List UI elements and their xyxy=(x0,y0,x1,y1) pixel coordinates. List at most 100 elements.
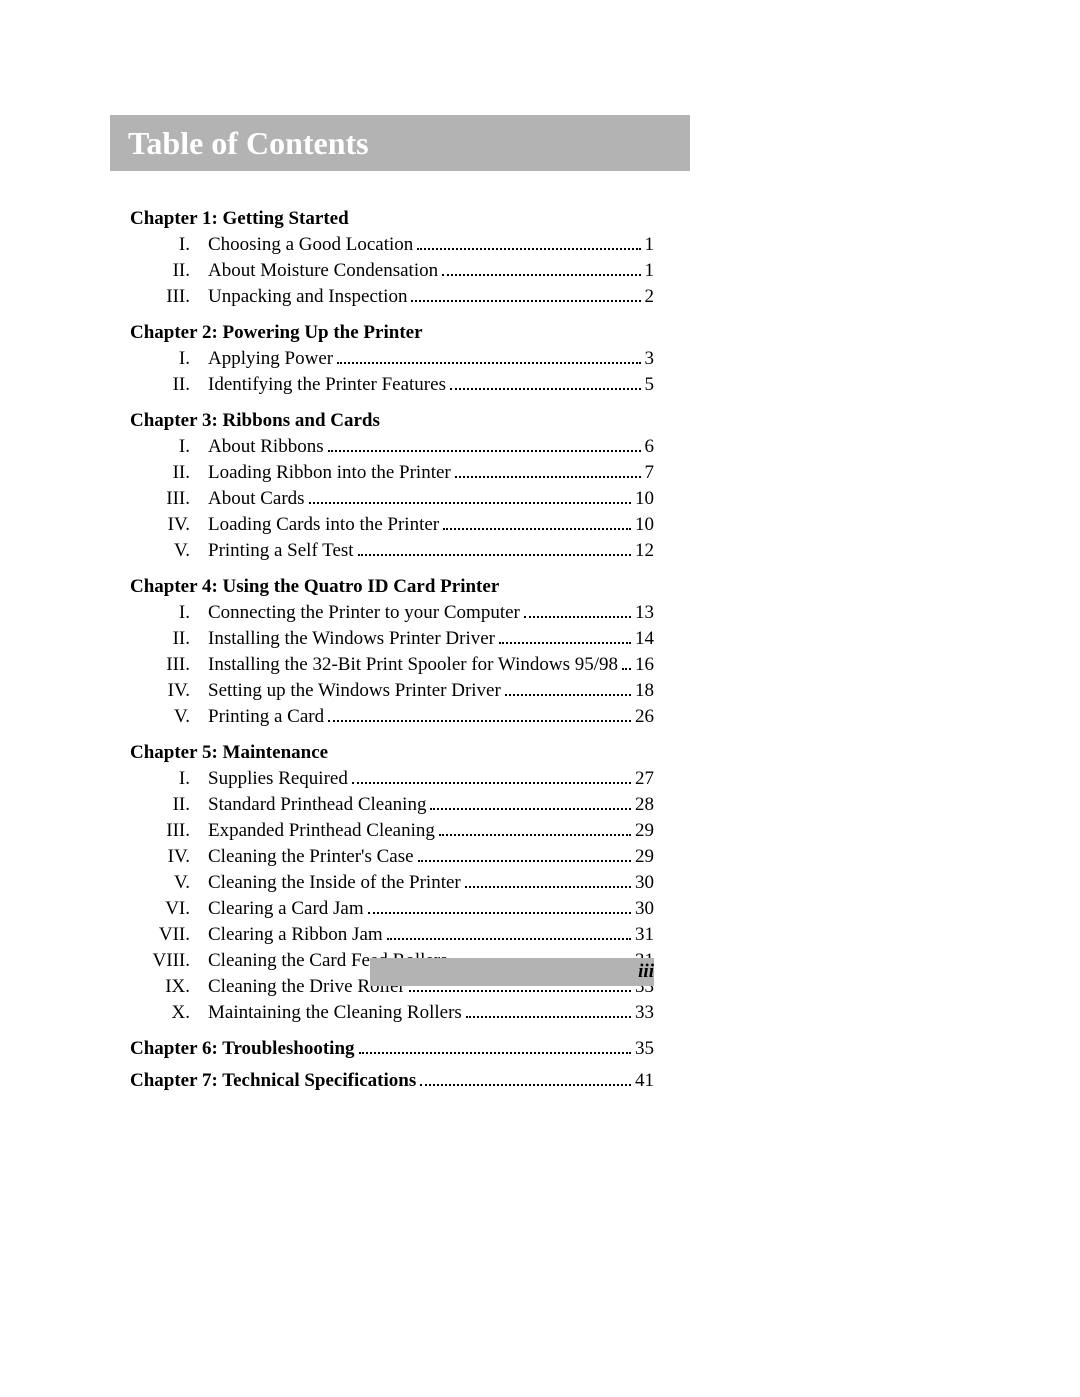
page-number: iii xyxy=(600,958,654,986)
toc-entry: III.Installing the 32-Bit Print Spooler … xyxy=(130,652,654,678)
toc-entry: I.About Ribbons6 xyxy=(130,434,654,460)
entry-page: 1 xyxy=(645,258,655,284)
leader-dots xyxy=(420,1083,631,1086)
entry-numeral: IV. xyxy=(140,844,208,870)
entry-numeral: V. xyxy=(140,704,208,730)
entry-numeral: IV. xyxy=(140,512,208,538)
leader-dots xyxy=(417,247,640,250)
entry-title: Choosing a Good Location xyxy=(208,232,413,258)
toc-entry: I.Choosing a Good Location1 xyxy=(130,232,654,258)
leader-dots xyxy=(430,807,631,810)
entry-page: 26 xyxy=(635,704,654,730)
chapter-block: Chapter 2: Powering Up the PrinterI.Appl… xyxy=(130,320,654,398)
entry-page: 14 xyxy=(635,626,654,652)
entry-title: Expanded Printhead Cleaning xyxy=(208,818,435,844)
chapter-line: Chapter 6: Troubleshooting35 xyxy=(130,1036,654,1062)
leader-dots xyxy=(411,299,640,302)
entry-numeral: X. xyxy=(140,1000,208,1026)
entry-numeral: VIII. xyxy=(140,948,208,974)
entry-page: 27 xyxy=(635,766,654,792)
chapter-heading: Chapter 2: Powering Up the Printer xyxy=(130,320,654,346)
toc-entry: V.Cleaning the Inside of the Printer30 xyxy=(130,870,654,896)
leader-dots xyxy=(359,1051,631,1054)
chapter-heading: Chapter 3: Ribbons and Cards xyxy=(130,408,654,434)
toc-entry: II.Loading Ribbon into the Printer7 xyxy=(130,460,654,486)
entry-title: About Moisture Condensation xyxy=(208,258,438,284)
entry-numeral: III. xyxy=(140,818,208,844)
chapter-block: Chapter 3: Ribbons and CardsI.About Ribb… xyxy=(130,408,654,564)
entry-numeral: III. xyxy=(140,486,208,512)
entry-numeral: I. xyxy=(140,232,208,258)
toc-entry: III.Expanded Printhead Cleaning29 xyxy=(130,818,654,844)
document-page: Table of Contents Chapter 1: Getting Sta… xyxy=(0,0,1080,1397)
leader-dots xyxy=(352,781,631,784)
entry-page: 6 xyxy=(645,434,655,460)
entry-page: 16 xyxy=(635,652,654,678)
leader-dots xyxy=(358,553,631,556)
entry-page: 31 xyxy=(635,922,654,948)
chapter-heading: Chapter 1: Getting Started xyxy=(130,206,654,232)
toc-entry: IV.Cleaning the Printer's Case29 xyxy=(130,844,654,870)
entry-page: 33 xyxy=(635,1000,654,1026)
entry-title: Printing a Card xyxy=(208,704,324,730)
entry-numeral: I. xyxy=(140,600,208,626)
chapter-block: Chapter 4: Using the Quatro ID Card Prin… xyxy=(130,574,654,730)
leader-dots xyxy=(505,693,631,696)
toc-entry: V.Printing a Card 26 xyxy=(130,704,654,730)
leader-dots xyxy=(418,859,631,862)
leader-dots xyxy=(622,667,631,670)
entry-page: 12 xyxy=(635,538,654,564)
toc-entry: I.Connecting the Printer to your Compute… xyxy=(130,600,654,626)
entry-title: Loading Ribbon into the Printer xyxy=(208,460,451,486)
toc-entry: III.About Cards 10 xyxy=(130,486,654,512)
leader-dots xyxy=(309,501,631,504)
title-bar: Table of Contents xyxy=(110,115,690,171)
entry-title: Cleaning the Inside of the Printer xyxy=(208,870,461,896)
toc-entry: I.Supplies Required27 xyxy=(130,766,654,792)
entry-title: Maintaining the Cleaning Rollers xyxy=(208,1000,462,1026)
entry-title: Unpacking and Inspection xyxy=(208,284,407,310)
entry-numeral: I. xyxy=(140,346,208,372)
entry-title: Standard Printhead Cleaning xyxy=(208,792,426,818)
leader-dots xyxy=(499,641,631,644)
toc-entry: II.About Moisture Condensation 1 xyxy=(130,258,654,284)
entry-numeral: III. xyxy=(140,284,208,310)
entry-title: About Cards xyxy=(208,486,305,512)
toc-entry: I.Applying Power 3 xyxy=(130,346,654,372)
leader-dots xyxy=(465,885,631,888)
entry-numeral: V. xyxy=(140,870,208,896)
chapter-heading: Chapter 6: Troubleshooting xyxy=(130,1036,355,1062)
entry-title: Installing the Windows Printer Driver xyxy=(208,626,495,652)
leader-dots xyxy=(328,449,641,452)
entry-page: 3 xyxy=(645,346,655,372)
entry-page: 10 xyxy=(635,512,654,538)
leader-dots xyxy=(439,833,631,836)
entry-title: Supplies Required xyxy=(208,766,348,792)
entry-page: 10 xyxy=(635,486,654,512)
chapter-block: Chapter 1: Getting StartedI.Choosing a G… xyxy=(130,206,654,310)
entry-title: Connecting the Printer to your Computer xyxy=(208,600,520,626)
entry-numeral: VII. xyxy=(140,922,208,948)
entry-title: Setting up the Windows Printer Driver xyxy=(208,678,501,704)
entry-title: Installing the 32-Bit Print Spooler for … xyxy=(208,652,618,678)
entry-numeral: II. xyxy=(140,792,208,818)
entry-numeral: II. xyxy=(140,372,208,398)
leader-dots xyxy=(442,273,640,276)
entry-numeral: IV. xyxy=(140,678,208,704)
entry-page: 5 xyxy=(645,372,655,398)
entry-numeral: V. xyxy=(140,538,208,564)
toc-entry: III.Unpacking and Inspection2 xyxy=(130,284,654,310)
entry-title: Printing a Self Test xyxy=(208,538,354,564)
entry-numeral: II. xyxy=(140,258,208,284)
entry-title: Identifying the Printer Features xyxy=(208,372,446,398)
entry-page: 18 xyxy=(635,678,654,704)
leader-dots xyxy=(409,989,631,992)
entry-page: 41 xyxy=(635,1068,654,1094)
entry-page: 13 xyxy=(635,600,654,626)
entry-title: Applying Power xyxy=(208,346,333,372)
entry-title: Clearing a Ribbon Jam xyxy=(208,922,383,948)
entry-numeral: I. xyxy=(140,434,208,460)
toc-entry: X.Maintaining the Cleaning Rollers 33 xyxy=(130,1000,654,1026)
leader-dots xyxy=(450,387,641,390)
toc-entry: V.Printing a Self Test 12 xyxy=(130,538,654,564)
